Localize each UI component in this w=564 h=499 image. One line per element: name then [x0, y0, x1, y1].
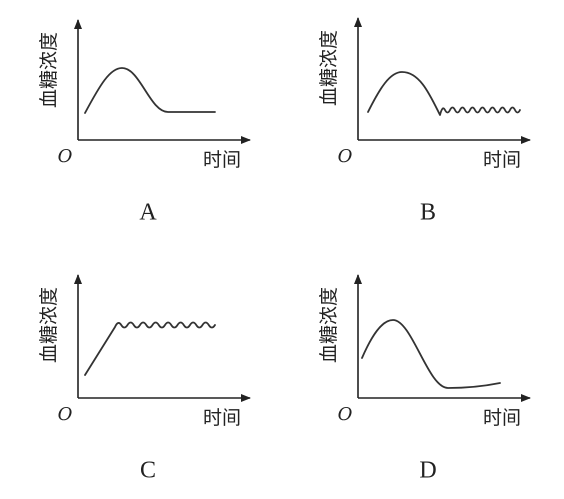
curve [361, 319, 501, 389]
panel-caption: D [419, 458, 436, 484]
curve [367, 71, 521, 116]
x-axis-label: 时间 [203, 149, 241, 171]
y-axis-label: 血糖浓度 [38, 32, 60, 108]
origin-label: O [338, 404, 353, 425]
y-axis-label: 血糖浓度 [318, 30, 340, 106]
curve [84, 67, 216, 114]
x-axis-label: 时间 [483, 407, 521, 429]
panel-caption: B [420, 200, 436, 226]
origin-label: O [58, 404, 73, 425]
x-axis-label: 时间 [483, 149, 521, 171]
y-axis-label: 血糖浓度 [38, 287, 60, 363]
origin-label: O [58, 146, 73, 167]
curve [84, 321, 216, 376]
x-axis-label: 时间 [203, 407, 241, 429]
y-axis-label: 血糖浓度 [318, 287, 340, 363]
panel-caption: A [139, 200, 157, 226]
origin-label: O [338, 146, 353, 167]
panel-caption: C [140, 458, 156, 484]
